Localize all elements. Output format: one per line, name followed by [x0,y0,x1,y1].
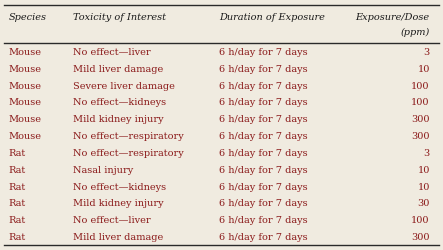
Text: 10: 10 [417,182,430,191]
Text: 6 h/day for 7 days: 6 h/day for 7 days [219,148,308,157]
Text: Mild kidney injury: Mild kidney injury [73,198,164,207]
Text: 6 h/day for 7 days: 6 h/day for 7 days [219,165,308,174]
Text: 100: 100 [411,81,430,90]
Text: 3: 3 [424,148,430,157]
Text: 10: 10 [417,64,430,74]
Text: 300: 300 [411,232,430,241]
Text: 6 h/day for 7 days: 6 h/day for 7 days [219,132,308,140]
Text: No effect—liver: No effect—liver [73,216,151,224]
Text: Mild liver damage: Mild liver damage [73,64,163,74]
Text: Toxicity of Interest: Toxicity of Interest [73,14,166,22]
Text: Rat: Rat [9,165,26,174]
Text: Mouse: Mouse [9,98,42,107]
Text: Rat: Rat [9,182,26,191]
Text: 6 h/day for 7 days: 6 h/day for 7 days [219,232,308,241]
Text: 6 h/day for 7 days: 6 h/day for 7 days [219,81,308,90]
Text: Rat: Rat [9,148,26,157]
Text: Rat: Rat [9,198,26,207]
Text: 6 h/day for 7 days: 6 h/day for 7 days [219,98,308,107]
Text: Nasal injury: Nasal injury [73,165,133,174]
Text: 6 h/day for 7 days: 6 h/day for 7 days [219,115,308,124]
Text: Mouse: Mouse [9,81,42,90]
Text: Mouse: Mouse [9,64,42,74]
Text: 30: 30 [417,198,430,207]
Text: 6 h/day for 7 days: 6 h/day for 7 days [219,48,308,57]
Text: Mouse: Mouse [9,115,42,124]
Text: 10: 10 [417,165,430,174]
Text: 3: 3 [424,48,430,57]
Text: 6 h/day for 7 days: 6 h/day for 7 days [219,198,308,207]
Text: Mild kidney injury: Mild kidney injury [73,115,164,124]
Text: Severe liver damage: Severe liver damage [73,81,175,90]
Text: Species: Species [9,14,47,22]
Text: No effect—kidneys: No effect—kidneys [73,182,166,191]
Text: 300: 300 [411,132,430,140]
Text: 6 h/day for 7 days: 6 h/day for 7 days [219,64,308,74]
Text: Rat: Rat [9,216,26,224]
Text: 100: 100 [411,216,430,224]
Text: No effect—liver: No effect—liver [73,48,151,57]
Text: Duration of Exposure: Duration of Exposure [219,14,325,22]
Text: Mild liver damage: Mild liver damage [73,232,163,241]
Text: Exposure/Dose: Exposure/Dose [356,14,430,22]
Text: 100: 100 [411,98,430,107]
Text: No effect—respiratory: No effect—respiratory [73,148,184,157]
Text: No effect—respiratory: No effect—respiratory [73,132,184,140]
Text: (ppm): (ppm) [400,27,430,36]
Text: No effect—kidneys: No effect—kidneys [73,98,166,107]
Text: Mouse: Mouse [9,132,42,140]
Text: Rat: Rat [9,232,26,241]
Text: 6 h/day for 7 days: 6 h/day for 7 days [219,182,308,191]
Text: Mouse: Mouse [9,48,42,57]
Text: 300: 300 [411,115,430,124]
Text: 6 h/day for 7 days: 6 h/day for 7 days [219,216,308,224]
